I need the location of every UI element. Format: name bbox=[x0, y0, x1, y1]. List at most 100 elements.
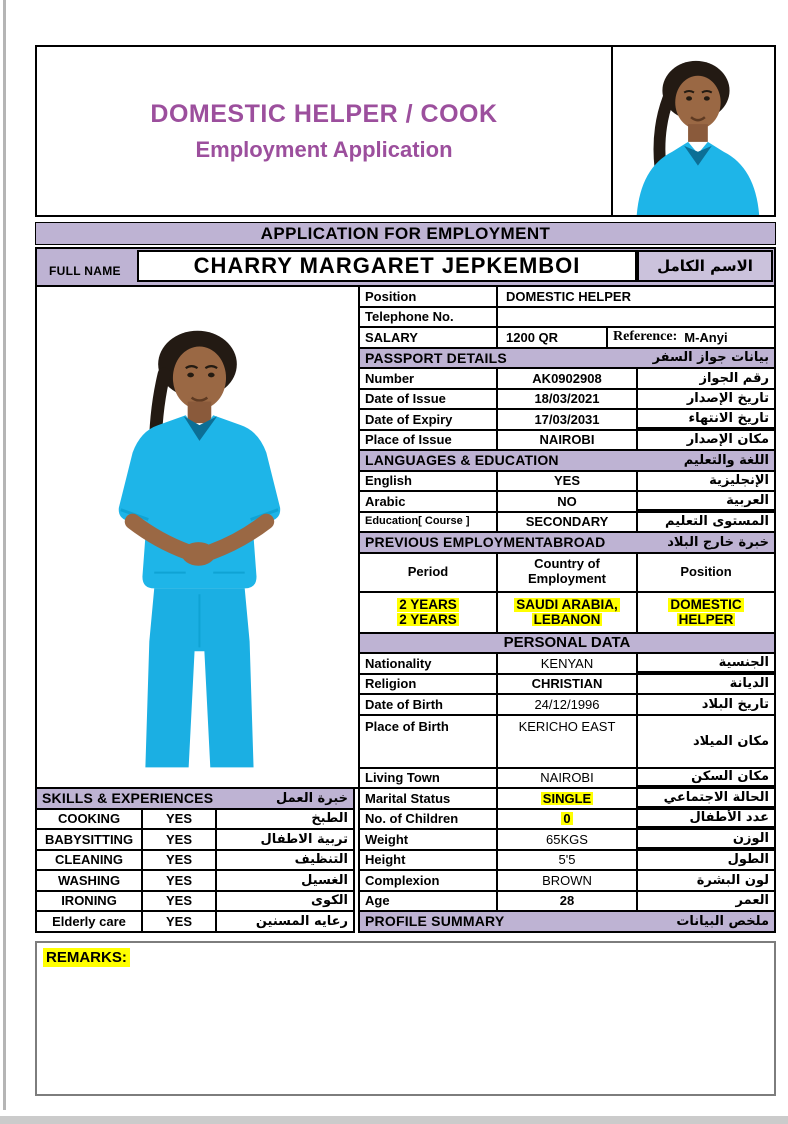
row-religion: Religion CHRISTIAN الديانة bbox=[360, 674, 774, 695]
row-ironing: IRONING YES الكوى bbox=[37, 891, 353, 912]
row-arabic-label: الديانة bbox=[729, 676, 769, 692]
row-arabic-label: الوزن bbox=[638, 830, 774, 849]
row-arabic-label: رقم الجواز bbox=[699, 370, 769, 386]
row-salary: SALARY 1200 QR Reference: M-Anyi bbox=[360, 328, 774, 349]
skill-label: CLEANING bbox=[37, 850, 143, 869]
row-date-of-birth: Date of Birth 24/12/1996 تاريخ البلاد bbox=[360, 695, 774, 716]
row-value: 65KGS bbox=[498, 830, 638, 849]
row-value: 28 bbox=[498, 891, 638, 910]
reference-label: Reference: bbox=[613, 329, 678, 345]
skill-arabic-label: رعايه المسنين bbox=[255, 913, 348, 929]
page-bottom-edge-shadow bbox=[0, 1116, 788, 1124]
row-label: Education[ Course ] bbox=[360, 512, 498, 531]
row-label: Religion bbox=[360, 674, 498, 693]
row-washing: WASHING YES الغسيل bbox=[37, 871, 353, 892]
employment-country-line1: SAUDI ARABIA, bbox=[514, 597, 620, 612]
position-label: Position bbox=[360, 287, 498, 306]
skill-label: BABYSITTING bbox=[37, 830, 143, 849]
row-label: Age bbox=[360, 891, 498, 910]
position-value: DOMESTIC HELPER bbox=[506, 288, 631, 304]
skill-value: YES bbox=[143, 891, 217, 910]
applicant-full-body-photo-cell bbox=[35, 287, 360, 789]
row-arabic-label: الجنسية bbox=[638, 654, 774, 673]
employment-data-row: 2 YEARS 2 YEARS SAUDI ARABIA, LEBANON DO… bbox=[360, 592, 774, 634]
row-age: Age 28 العمر bbox=[360, 891, 774, 912]
skill-label: COOKING bbox=[37, 809, 143, 828]
employment-col-country: Country of Employment bbox=[498, 553, 638, 591]
employment-position-line2: HELPER bbox=[676, 611, 736, 627]
skill-arabic-label: التنظيف bbox=[294, 852, 348, 868]
row-date-of-issue: Date of Issue 18/03/2021 تاريخ الإصدار bbox=[360, 389, 774, 410]
row-complexion: Complexion BROWN لون البشرة bbox=[360, 871, 774, 892]
languages-education-header-ar: اللغة والتعليم bbox=[683, 452, 769, 468]
previous-employment-header-en: PREVIOUS EMPLOYMENTABROAD bbox=[365, 534, 606, 551]
row-label: Date of Issue bbox=[360, 389, 498, 408]
row-label: Nationality bbox=[360, 654, 498, 673]
row-arabic-label: تاريخ الانتهاء bbox=[638, 410, 774, 429]
row-arabic-label: العربية bbox=[638, 492, 774, 511]
row-living-town: Living Town NAIROBI مكان السكن bbox=[360, 768, 774, 789]
row-value: NO bbox=[498, 492, 638, 511]
row-value: 0 bbox=[498, 809, 638, 828]
skill-value: YES bbox=[143, 912, 217, 931]
telephone-value bbox=[498, 308, 774, 327]
profile-summary-header-ar: ملخص البيانات bbox=[676, 913, 769, 929]
row-label: English bbox=[360, 471, 498, 490]
languages-education-header: LANGUAGES & EDUCATION اللغة والتعليم bbox=[360, 451, 774, 472]
row-value: KERICHO EAST bbox=[498, 715, 638, 767]
skill-value: YES bbox=[143, 809, 217, 828]
salary-label: SALARY bbox=[360, 328, 498, 347]
employment-position-value: DOMESTIC HELPER bbox=[638, 593, 774, 632]
document-header: DOMESTIC HELPER / COOK Employment Applic… bbox=[35, 45, 776, 217]
row-label: Number bbox=[360, 369, 498, 388]
row-weight: Weight 65KGS الوزن bbox=[360, 830, 774, 851]
row-value: NAIROBI bbox=[498, 430, 638, 449]
skill-arabic-label: الغسيل bbox=[301, 872, 348, 888]
telephone-label: Telephone No. bbox=[360, 307, 498, 326]
skill-value: YES bbox=[143, 871, 217, 890]
row-arabic-label: المستوى التعليم bbox=[665, 514, 769, 530]
full-name-value: CHARRY MARGARET JEPKEMBOI bbox=[137, 250, 637, 282]
row-arabic-label: مكان الميلاد bbox=[692, 733, 769, 749]
full-name-label: FULL NAME bbox=[49, 264, 121, 278]
full-name-row: FULL NAME CHARRY MARGARET JEPKEMBOI الاس… bbox=[35, 247, 776, 287]
application-banner: APPLICATION FOR EMPLOYMENT bbox=[35, 222, 776, 245]
row-label: Date of Birth bbox=[360, 695, 498, 714]
row-value: 17/03/2031 bbox=[498, 410, 638, 429]
employment-position-line1: DOMESTIC bbox=[668, 597, 744, 612]
row-value: YES bbox=[498, 471, 638, 490]
row-arabic-label: عدد الأطفال bbox=[638, 810, 774, 828]
row-place-of-birth: Place of Birth KERICHO EAST مكان الميلاد bbox=[360, 715, 774, 769]
full-name-arabic-label: الاسم الكامل bbox=[637, 250, 773, 282]
employment-columns-row: Period Country of Employment Position bbox=[360, 553, 774, 593]
row-label: Weight bbox=[360, 830, 498, 849]
row-value: NAIROBI bbox=[498, 768, 638, 787]
row-height: Height 5'5 الطول bbox=[360, 850, 774, 871]
row-arabic-label: تاريخ البلاد bbox=[701, 696, 769, 712]
applicant-headshot-photo-cell bbox=[611, 47, 774, 215]
employment-col-position: Position bbox=[680, 563, 732, 579]
row-value: SECONDARY bbox=[498, 512, 638, 531]
row-value: 5'5 bbox=[498, 850, 638, 869]
skills-header-en: SKILLS & EXPERIENCES bbox=[42, 790, 214, 807]
row-date-of-expiry: Date of Expiry 17/03/2031 تاريخ الانتهاء bbox=[360, 410, 774, 431]
skill-arabic-label: الطبخ bbox=[311, 811, 348, 827]
row-marital-status: Marital Status SINGLE الحالة الاجتماعي bbox=[360, 789, 774, 810]
row-label: Marital Status bbox=[360, 789, 498, 808]
row-label: Living Town bbox=[360, 768, 498, 787]
salary-value: 1200 QR bbox=[498, 328, 608, 347]
remarks-label: REMARKS: bbox=[43, 948, 130, 967]
row-arabic-label: مكان السكن bbox=[638, 769, 774, 787]
previous-employment-header-ar: خبرة خارج البلاد bbox=[667, 534, 769, 550]
page-left-edge-shadow bbox=[3, 0, 6, 1110]
row-arabic-label: الحالة الاجتماعي bbox=[638, 789, 774, 808]
row-arabic-label: لون البشرة bbox=[696, 872, 769, 888]
employment-country-line2: LEBANON bbox=[531, 611, 603, 627]
row-arabic-language: Arabic NO العربية bbox=[360, 492, 774, 513]
row-arabic-label: العمر bbox=[735, 893, 769, 909]
row-elderly-care: Elderly care YES رعايه المسنين bbox=[37, 912, 353, 933]
row-label: Date of Expiry bbox=[360, 410, 498, 429]
row-arabic-label: مكان الإصدار bbox=[686, 432, 769, 448]
languages-education-header-en: LANGUAGES & EDUCATION bbox=[365, 452, 559, 469]
